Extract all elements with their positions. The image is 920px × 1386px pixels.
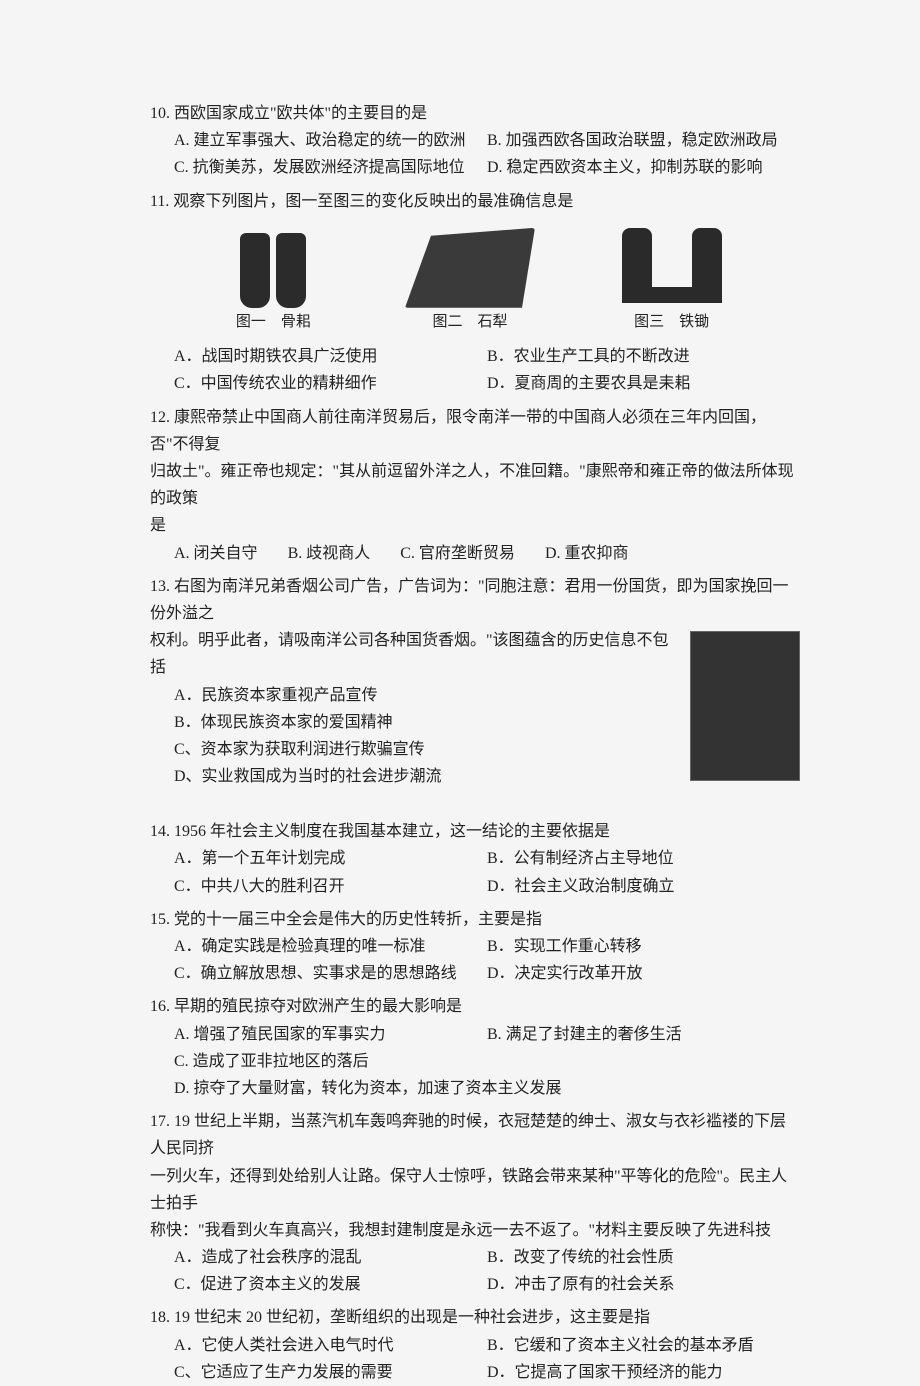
q10-options: A. 建立军事强大、政治稳定的统一的欧洲 B. 加强西欧各国政治联盟，稳定欧洲政…: [174, 127, 800, 181]
q11-img3-box: 图三 铁锄: [612, 223, 732, 336]
q11-img2-box: 图二 石犁: [405, 228, 535, 336]
q16-stem: 16. 早期的殖民掠夺对欧洲产生的最大影响是: [150, 993, 800, 1020]
q17-stem-l3: 称快："我看到火车真高兴，我想封建制度是永远一去不返了。"材料主要反映了先进科技: [150, 1217, 800, 1244]
question-14: 14. 1956 年社会主义制度在我国基本建立，这一结论的主要依据是 A．第一个…: [150, 818, 800, 900]
q11-stem: 11. 观察下列图片，图一至图三的变化反映出的最准确信息是: [150, 188, 800, 215]
q12-stem-l1: 12. 康熙帝禁止中国商人前往南洋贸易后，限令南洋一带的中国商人必须在三年内回国…: [150, 404, 800, 458]
q15-options: A．确定实践是检验真理的唯一标准 B．实现工作重心转移 C．确立解放思想、实事求…: [174, 933, 800, 987]
q17-options: A．造成了社会秩序的混乱 B．改变了传统的社会性质 C．促进了资本主义的发展 D…: [174, 1244, 800, 1298]
q11-cap3: 图三 铁锄: [634, 310, 709, 336]
q17-opt-b: B．改变了传统的社会性质: [487, 1244, 800, 1271]
iron-hoe-image: [612, 223, 732, 308]
q11-opt-c: C．中国传统农业的精耕细作: [174, 370, 487, 397]
q11-cap1: 图一 骨耜: [236, 310, 311, 336]
q17-stem-l1: 17. 19 世纪上半期，当蒸汽机车轰鸣奔驰的时候，衣冠楚楚的绅士、淑女与衣衫褴…: [150, 1108, 800, 1162]
q10-opt-d: D. 稳定西欧资本主义，抑制苏联的影响: [487, 154, 800, 181]
q15-opt-d: D．决定实行改革开放: [487, 960, 800, 987]
stone-plow-image: [405, 228, 535, 308]
q11-options: A．战国时期铁农具广泛使用 B．农业生产工具的不断改进 C．中国传统农业的精耕细…: [174, 343, 800, 397]
q18-opt-d: D．它提高了国家干预经济的能力: [487, 1359, 800, 1386]
question-12: 12. 康熙帝禁止中国商人前往南洋贸易后，限令南洋一带的中国商人必须在三年内回国…: [150, 404, 800, 567]
q15-stem: 15. 党的十一届三中全会是伟大的历史性转折，主要是指: [150, 906, 800, 933]
q14-opt-a: A．第一个五年计划完成: [174, 845, 487, 872]
q18-stem: 18. 19 世纪末 20 世纪初，垄断组织的出现是一种社会进步，这主要是指: [150, 1304, 800, 1331]
q14-stem: 14. 1956 年社会主义制度在我国基本建立，这一结论的主要依据是: [150, 818, 800, 845]
q11-images: 图一 骨耜 图二 石犁 图三 铁锄: [190, 223, 760, 336]
q15-opt-c: C．确立解放思想、实事求是的思想路线: [174, 960, 487, 987]
q11-opt-a: A．战国时期铁农具广泛使用: [174, 343, 487, 370]
q17-opt-c: C．促进了资本主义的发展: [174, 1271, 487, 1298]
q15-opt-b: B．实现工作重心转移: [487, 933, 800, 960]
question-15: 15. 党的十一届三中全会是伟大的历史性转折，主要是指 A．确定实践是检验真理的…: [150, 906, 800, 988]
q16-options: A. 增强了殖民国家的军事实力 B. 满足了封建主的奢侈生活 C. 造成了亚非拉…: [174, 1021, 800, 1103]
q16-opt-b: B. 满足了封建主的奢侈生活: [487, 1021, 800, 1048]
question-11: 11. 观察下列图片，图一至图三的变化反映出的最准确信息是 图一 骨耜 图二 石…: [150, 188, 800, 398]
q10-stem: 10. 西欧国家成立"欧共体"的主要目的是: [150, 100, 800, 127]
q17-opt-a: A．造成了社会秩序的混乱: [174, 1244, 487, 1271]
question-17: 17. 19 世纪上半期，当蒸汽机车轰鸣奔驰的时候，衣冠楚楚的绅士、淑女与衣衫褴…: [150, 1108, 800, 1298]
q12-opt-d: D. 重农抑商: [545, 540, 629, 567]
cigarette-ad-image: [690, 631, 800, 781]
q14-opt-d: D．社会主义政治制度确立: [487, 873, 800, 900]
q12-stem-l2: 归故土"。雍正帝也规定："其从前逗留外洋之人，不准回籍。"康熙帝和雍正帝的做法所…: [150, 458, 800, 512]
q14-options: A．第一个五年计划完成 B．公有制经济占主导地位 C．中共八大的胜利召开 D．社…: [174, 845, 800, 899]
q10-opt-a: A. 建立军事强大、政治稳定的统一的欧洲: [174, 127, 487, 154]
q12-opt-c: C. 官府垄断贸易: [400, 540, 515, 567]
q11-opt-b: B．农业生产工具的不断改进: [487, 343, 800, 370]
q12-opt-a: A. 闭关自守: [174, 540, 258, 567]
q17-stem-l2: 一列火车，还得到处给别人让路。保守人士惊呼，铁路会带来某种"平等化的危险"。民主…: [150, 1163, 800, 1217]
q10-opt-c: C. 抗衡美苏，发展欧洲经济提高国际地位: [174, 154, 487, 181]
q14-opt-b: B．公有制经济占主导地位: [487, 845, 800, 872]
q14-opt-c: C．中共八大的胜利召开: [174, 873, 487, 900]
q11-cap2: 图二 石犁: [432, 310, 507, 336]
q10-opt-b: B. 加强西欧各国政治联盟，稳定欧洲政局: [487, 127, 800, 154]
question-16: 16. 早期的殖民掠夺对欧洲产生的最大影响是 A. 增强了殖民国家的军事实力 B…: [150, 993, 800, 1102]
q16-opt-d: D. 掠夺了大量财富，转化为资本，加速了资本主义发展: [174, 1075, 800, 1102]
q18-opt-c: C、它适应了生产力发展的需要: [174, 1359, 487, 1386]
q13-stem-l1: 13. 右图为南洋兄弟香烟公司广告，广告词为："同胞注意：君用一份国货，即为国家…: [150, 573, 800, 627]
q16-opt-c: C. 造成了亚非拉地区的落后: [174, 1048, 487, 1075]
q12-opt-b: B. 歧视商人: [288, 540, 371, 567]
q12-options: A. 闭关自守 B. 歧视商人 C. 官府垄断贸易 D. 重农抑商: [174, 540, 800, 567]
q16-opt-a: A. 增强了殖民国家的军事实力: [174, 1021, 487, 1048]
question-13: 13. 右图为南洋兄弟香烟公司广告，广告词为："同胞注意：君用一份国货，即为国家…: [150, 573, 800, 791]
question-18: 18. 19 世纪末 20 世纪初，垄断组织的出现是一种社会进步，这主要是指 A…: [150, 1304, 800, 1386]
q18-options: A．它使人类社会进入电气时代 B．它缓和了资本主义社会的基本矛盾 C、它适应了生…: [174, 1332, 800, 1386]
q11-img1-box: 图一 骨耜: [218, 223, 328, 336]
q18-opt-b: B．它缓和了资本主义社会的基本矛盾: [487, 1332, 800, 1359]
q11-opt-d: D．夏商周的主要农具是耒耜: [487, 370, 800, 397]
bone-tool-image: [218, 223, 328, 308]
q18-opt-a: A．它使人类社会进入电气时代: [174, 1332, 487, 1359]
q12-stem-l3: 是: [150, 512, 800, 539]
question-10: 10. 西欧国家成立"欧共体"的主要目的是 A. 建立军事强大、政治稳定的统一的…: [150, 100, 800, 182]
q15-opt-a: A．确定实践是检验真理的唯一标准: [174, 933, 487, 960]
q17-opt-d: D．冲击了原有的社会关系: [487, 1271, 800, 1298]
